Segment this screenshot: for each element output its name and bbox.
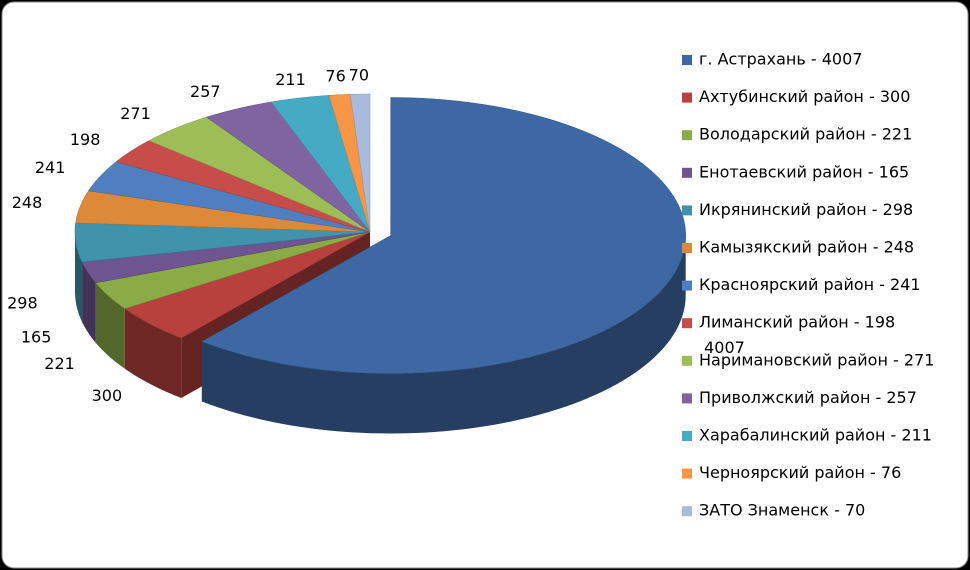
legend-label: Лиманский район - 198 [699, 313, 895, 332]
legend-swatch [682, 55, 692, 65]
legend-label: Красноярский район - 241 [699, 275, 921, 294]
data-label: 198 [70, 130, 101, 149]
slice [75, 190, 371, 233]
legend-label: Камызякский район - 248 [699, 238, 914, 257]
legend-swatch [682, 130, 692, 141]
legend-label: Черноярский район - 76 [699, 463, 901, 482]
data-label: 300 [92, 386, 123, 405]
data-label: 298 [7, 293, 38, 312]
legend-swatch [682, 468, 692, 479]
legend-label: Икрянинский район - 298 [699, 200, 913, 219]
legend-swatch [682, 431, 692, 441]
slice [81, 231, 371, 284]
slice-side [75, 232, 83, 323]
data-label: 271 [120, 104, 151, 123]
legend-swatch [682, 318, 692, 329]
legend-swatch [682, 167, 692, 178]
data-label: 221 [44, 354, 75, 373]
legend-label: Ахтубинский район - 300 [699, 87, 910, 106]
slice-side [82, 262, 96, 343]
data-label: 70 [349, 66, 369, 85]
slice [74, 222, 371, 263]
data-label: 76 [325, 66, 345, 85]
legend-swatch [682, 92, 692, 103]
legend-swatch [682, 205, 692, 216]
data-label: 248 [12, 193, 43, 212]
legend-label: Володарский район - 221 [699, 125, 912, 144]
data-label: 165 [21, 327, 52, 346]
legend-label: г. Астрахань - 4007 [699, 50, 862, 69]
slice [349, 93, 371, 233]
slice-side [124, 308, 182, 399]
slice [115, 140, 371, 233]
data-label: 241 [35, 158, 66, 177]
slice [270, 95, 371, 233]
slice [205, 101, 371, 233]
slice [148, 116, 371, 233]
slice [88, 161, 371, 233]
legend-swatch [682, 393, 692, 404]
legend-label: Харабалинский район - 211 [699, 426, 932, 445]
legend-swatch [682, 280, 692, 291]
legend-swatch [682, 355, 692, 366]
slice-side [95, 282, 125, 369]
slice [95, 231, 371, 309]
slice-side [201, 235, 686, 434]
legend-label: Наримановский район - 271 [699, 350, 934, 369]
legend-swatch [682, 506, 692, 517]
legend-swatch [682, 243, 692, 253]
data-label: 4007 [704, 338, 745, 357]
data-label: 257 [190, 82, 221, 101]
slice [124, 231, 371, 339]
data-label: 211 [275, 70, 306, 89]
legend-label: Енотаевский район - 165 [699, 162, 909, 181]
legend-label: Приволжский район - 257 [699, 388, 917, 407]
slice [201, 97, 686, 374]
legend-label: ЗАТО Знаменск - 70 [699, 501, 865, 520]
